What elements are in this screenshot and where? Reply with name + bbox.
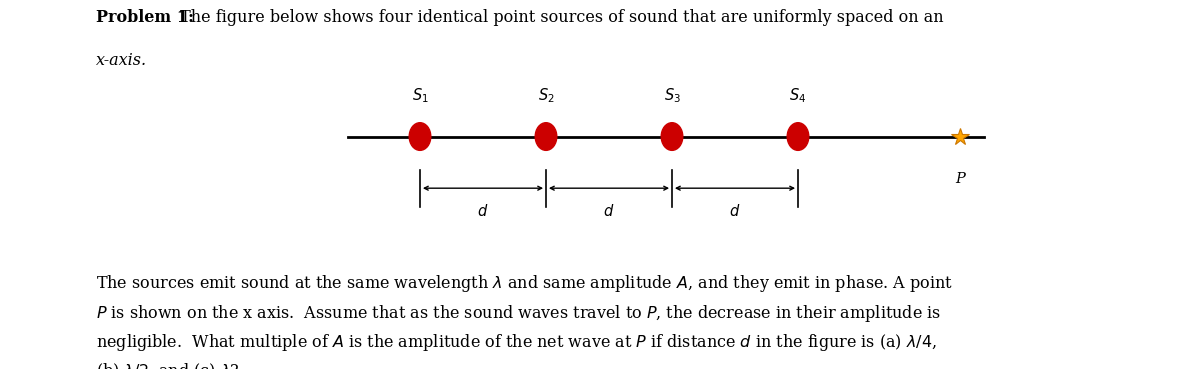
Text: P: P [955,172,965,186]
Text: $S_{1}$: $S_{1}$ [412,86,428,105]
Text: $S_{2}$: $S_{2}$ [538,86,554,105]
Text: Problem 1:: Problem 1: [96,9,194,26]
Text: $S_{3}$: $S_{3}$ [664,86,680,105]
Text: $d$: $d$ [604,203,614,219]
Text: negligible.  What multiple of $A$ is the amplitude of the net wave at $P$ if dis: negligible. What multiple of $A$ is the … [96,332,937,353]
Text: (b) $\lambda/2$, and (c) $\lambda$?: (b) $\lambda/2$, and (c) $\lambda$? [96,362,240,369]
Text: x-axis.: x-axis. [96,52,148,69]
Text: $P$ is shown on the x axis.  Assume that as the sound waves travel to $P$, the d: $P$ is shown on the x axis. Assume that … [96,303,941,324]
Text: $S_{4}$: $S_{4}$ [790,86,806,105]
Ellipse shape [409,123,431,151]
Ellipse shape [661,123,683,151]
Text: The figure below shows four identical point sources of sound that are uniformly : The figure below shows four identical po… [175,9,943,26]
Text: $d$: $d$ [730,203,740,219]
Ellipse shape [535,123,557,151]
Text: $d$: $d$ [478,203,488,219]
Ellipse shape [787,123,809,151]
Text: The sources emit sound at the same wavelength $\lambda$ and same amplitude $A$, : The sources emit sound at the same wavel… [96,273,953,294]
